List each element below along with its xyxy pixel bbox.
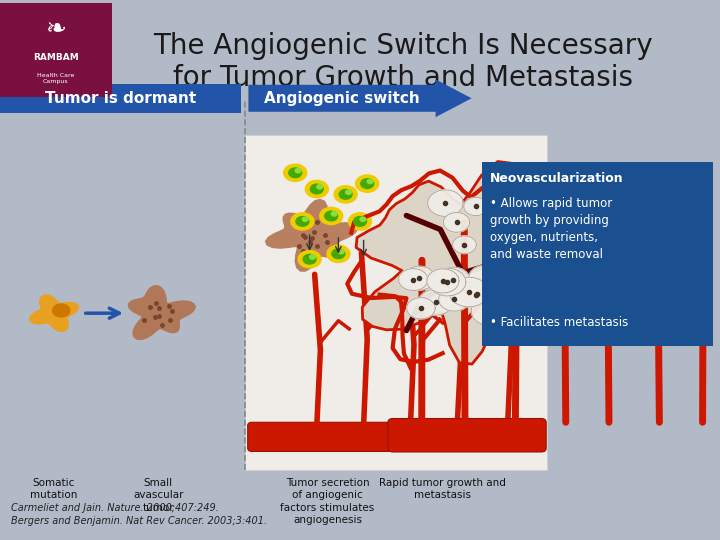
Text: Rapid tumor growth and
metastasis: Rapid tumor growth and metastasis: [379, 478, 506, 500]
Text: • Facilitates metastasis: • Facilitates metastasis: [490, 316, 628, 329]
Text: Health Care
Campus: Health Care Campus: [37, 73, 74, 84]
Circle shape: [296, 217, 309, 226]
Polygon shape: [449, 277, 489, 307]
Polygon shape: [481, 190, 519, 219]
Polygon shape: [464, 197, 488, 215]
Text: Carmeliet and Jain. Nature. 2000;407:249.
Bergers and Benjamin. Nat Rev Cancer. : Carmeliet and Jain. Nature. 2000;407:249…: [11, 503, 267, 526]
Text: The Angiogenic Switch Is Necessary: The Angiogenic Switch Is Necessary: [153, 32, 653, 60]
Polygon shape: [53, 304, 70, 317]
Polygon shape: [444, 212, 469, 232]
Text: Tumor is dormant: Tumor is dormant: [45, 91, 197, 106]
Circle shape: [327, 245, 350, 262]
Polygon shape: [30, 295, 78, 332]
Circle shape: [305, 180, 328, 198]
Circle shape: [334, 186, 357, 203]
Polygon shape: [453, 236, 477, 254]
Polygon shape: [464, 286, 489, 305]
Circle shape: [332, 249, 345, 259]
Circle shape: [338, 249, 344, 254]
Circle shape: [348, 213, 372, 230]
FancyBboxPatch shape: [0, 84, 241, 113]
FancyBboxPatch shape: [388, 418, 546, 452]
Polygon shape: [356, 161, 585, 364]
Circle shape: [325, 211, 338, 221]
Text: ❧: ❧: [45, 17, 66, 41]
FancyBboxPatch shape: [248, 422, 392, 451]
Circle shape: [295, 168, 301, 173]
Text: RAMBAM: RAMBAM: [33, 53, 78, 62]
Text: for Tumor Growth and Metastasis: for Tumor Growth and Metastasis: [174, 64, 633, 92]
Polygon shape: [427, 269, 459, 293]
Polygon shape: [429, 268, 466, 296]
Circle shape: [331, 212, 337, 216]
Text: Angiogenic switch: Angiogenic switch: [264, 91, 420, 106]
Polygon shape: [266, 199, 357, 271]
Circle shape: [339, 190, 352, 199]
FancyBboxPatch shape: [482, 162, 713, 346]
Circle shape: [291, 213, 314, 230]
Polygon shape: [438, 287, 470, 311]
Polygon shape: [469, 265, 501, 289]
Circle shape: [298, 251, 321, 268]
Circle shape: [284, 164, 307, 181]
Polygon shape: [465, 285, 490, 303]
Circle shape: [361, 179, 374, 188]
Polygon shape: [472, 296, 511, 326]
Circle shape: [346, 190, 351, 194]
Polygon shape: [399, 268, 428, 291]
Circle shape: [317, 185, 323, 189]
Circle shape: [367, 179, 373, 184]
Circle shape: [320, 207, 343, 225]
Polygon shape: [403, 266, 436, 290]
Text: Somatic
mutation: Somatic mutation: [30, 478, 78, 500]
Text: Tumor secretion
of angiogenic
factors stimulates
angiogenesis: Tumor secretion of angiogenic factors st…: [281, 478, 374, 525]
Polygon shape: [495, 279, 521, 299]
Polygon shape: [407, 298, 436, 319]
FancyArrow shape: [248, 79, 472, 117]
Circle shape: [310, 184, 323, 194]
FancyBboxPatch shape: [245, 135, 547, 470]
Text: Neovascularization: Neovascularization: [490, 172, 624, 185]
Circle shape: [356, 175, 379, 192]
Circle shape: [289, 168, 302, 178]
Polygon shape: [418, 289, 453, 315]
FancyBboxPatch shape: [0, 3, 112, 97]
Text: • Allows rapid tumor
growth by providing
oxygen, nutrients,
and waste removal: • Allows rapid tumor growth by providing…: [490, 197, 612, 261]
Circle shape: [303, 254, 316, 264]
Polygon shape: [428, 190, 463, 217]
Circle shape: [310, 255, 315, 259]
Polygon shape: [436, 267, 470, 292]
Circle shape: [360, 217, 366, 221]
Text: Small
avascular
tumor: Small avascular tumor: [133, 478, 184, 512]
Circle shape: [354, 217, 366, 226]
Polygon shape: [129, 286, 195, 339]
Circle shape: [302, 217, 308, 221]
